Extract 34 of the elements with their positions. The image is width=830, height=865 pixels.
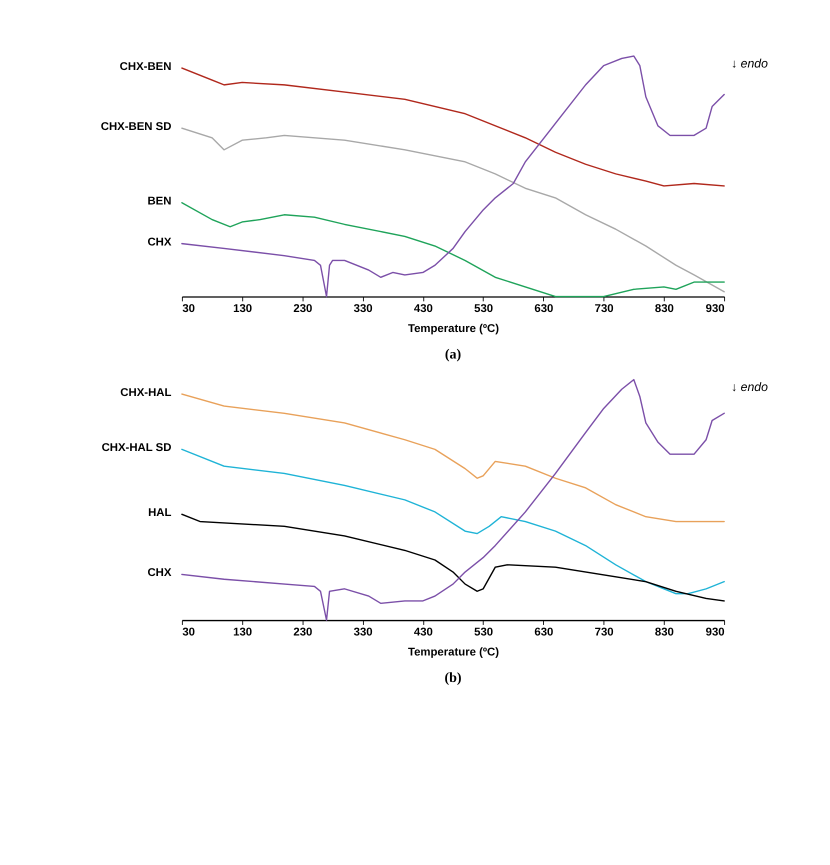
x-tick-label: 730 (594, 626, 614, 638)
text: ↓ endo (731, 56, 768, 70)
series-label: CHX (147, 567, 172, 580)
x-tick-label: 430 (414, 302, 433, 315)
x-axis-title: Temperature (ºC) (408, 322, 500, 335)
x-tick-label: 30 (182, 302, 195, 315)
series-label: HAL (148, 507, 172, 520)
x-tick-label: 230 (293, 302, 312, 315)
text: ↓ endo (731, 380, 768, 394)
series-label: CHX-HAL SD (102, 442, 172, 454)
x-tick-label: 930 (706, 302, 725, 315)
x-tick-label: 130 (233, 626, 252, 638)
series-label: BEN (147, 195, 172, 208)
x-tick-label: 630 (534, 302, 554, 315)
x-tick-label: 830 (654, 302, 674, 315)
x-tick-label: 830 (654, 626, 674, 638)
x-tick-label: 130 (233, 302, 252, 315)
series-label: CHX-BEN SD (100, 120, 172, 133)
series-label: CHX-BEN (120, 60, 172, 73)
x-tick-label: 930 (706, 626, 725, 638)
x-tick-label: 530 (474, 626, 494, 638)
x-tick-label: 330 (354, 302, 373, 315)
x-tick-label: 530 (474, 302, 494, 315)
x-tick-label: 230 (293, 626, 312, 638)
x-axis-title: Temperature (ºC) (408, 646, 500, 659)
x-tick-label: 430 (414, 626, 433, 638)
series-label: CHX (147, 236, 172, 248)
x-tick-label: 330 (354, 626, 373, 638)
x-tick-label: 630 (534, 626, 554, 638)
series-label: CHX-HAL (120, 386, 172, 399)
x-tick-label: 30 (182, 626, 195, 638)
text: (b) (444, 671, 462, 686)
text: (a) (444, 348, 462, 363)
x-tick-label: 730 (594, 302, 614, 315)
